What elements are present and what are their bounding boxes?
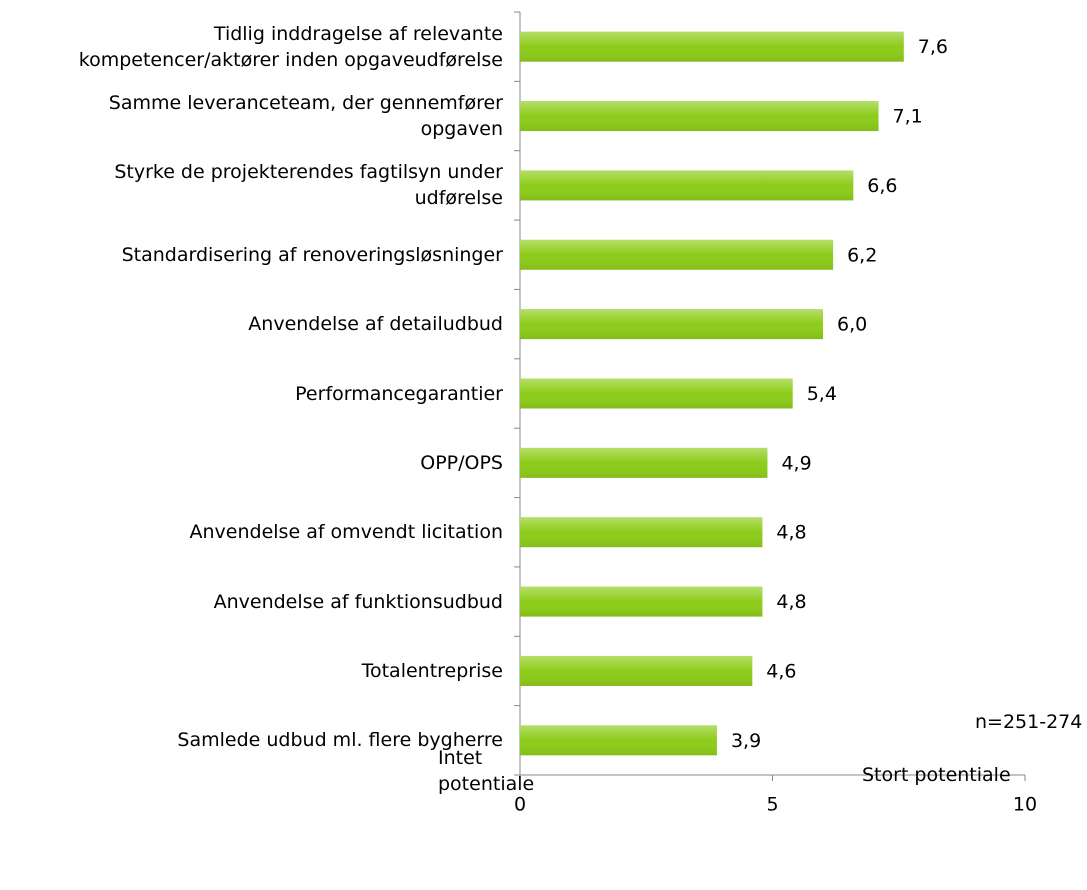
value-label: 7,6 [918, 36, 948, 58]
y-tick-label: Anvendelse af omvendt licitation [189, 521, 503, 544]
y-tick-label: Styrke de projekterendes fagtilsyn under… [114, 161, 503, 210]
value-label: 7,1 [893, 106, 923, 128]
value-label: 4,8 [776, 591, 806, 613]
bar-shade [520, 101, 879, 132]
value-label: 6,0 [837, 314, 867, 336]
bar-shade [520, 517, 763, 548]
x-label-left: Intet potentiale [438, 747, 535, 795]
bar-shade [520, 586, 763, 617]
y-tick-label: Totalentreprise [361, 659, 503, 682]
bar-shade [520, 309, 823, 340]
bar-shade [520, 239, 834, 270]
annotation: n=251-274 [975, 711, 1083, 733]
bar-shade [520, 655, 753, 686]
x-tick-label: 10 [1013, 794, 1037, 816]
value-label: 6,2 [847, 244, 877, 266]
bar-shade [520, 170, 854, 201]
x-tick-label: 5 [766, 794, 778, 816]
bar-shade [520, 725, 717, 756]
bar-shade [520, 447, 768, 478]
y-tick-label: Standardisering af renoveringsløsninger [121, 243, 503, 266]
y-tick-label: Anvendelse af funktionsudbud [213, 590, 503, 613]
value-label: 3,9 [731, 730, 761, 752]
y-tick-label: Tidlig inddragelse af relevante kompeten… [78, 22, 503, 71]
value-label: 6,6 [867, 175, 897, 197]
value-label: 4,8 [776, 522, 806, 544]
y-tick-label: Anvendelse af detailudbud [248, 313, 503, 336]
value-label: 4,9 [781, 452, 811, 474]
y-tick-label: Samlede udbud ml. flere bygherre [177, 729, 503, 752]
bar-shade [520, 378, 793, 409]
bar-shade [520, 31, 904, 62]
value-label: 5,4 [807, 383, 837, 405]
x-tick-label: 0 [514, 794, 526, 816]
x-label-right: Stort potentiale [862, 764, 1011, 786]
value-label: 4,6 [766, 660, 796, 682]
y-tick-label: OPP/OPS [420, 451, 503, 474]
y-tick-label: Samme leveranceteam, der gennemfører opg… [108, 92, 503, 141]
y-tick-label: Performancegarantier [295, 382, 503, 405]
